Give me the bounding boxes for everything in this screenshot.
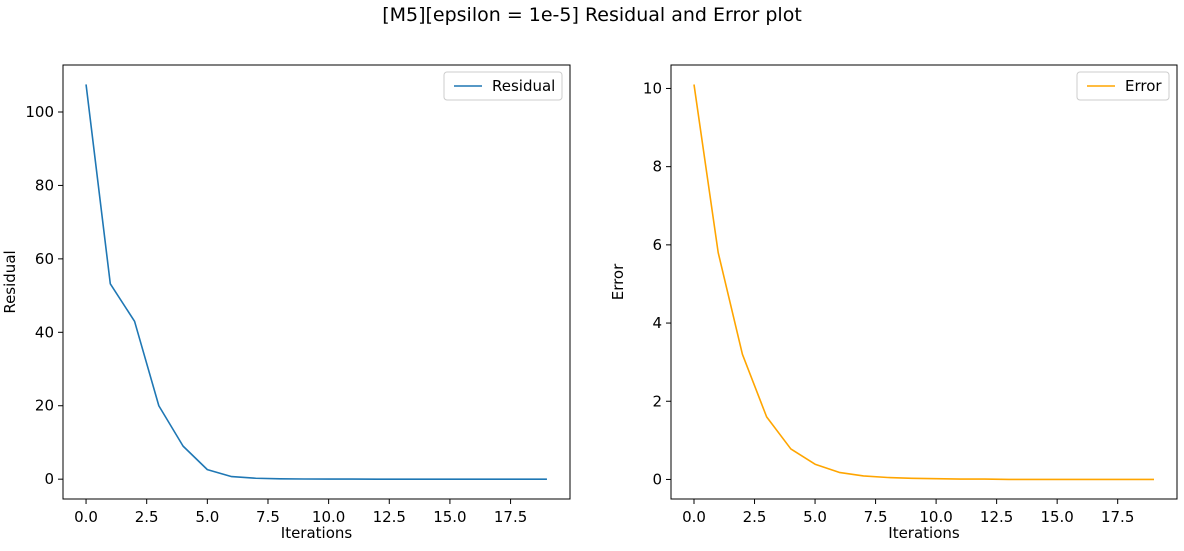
chart2-x-tick-label: 12.5 [980,508,1013,526]
chart1-y-tick-label: 60 [35,250,54,268]
chart1-x-tick-label: 17.5 [494,508,527,526]
chart2-y-tick-label: 6 [652,236,662,254]
figure-title: [M5][epsilon = 1e-5] Residual and Error … [382,4,802,26]
chart2-axes-frame [670,64,1178,500]
chart2-x-tick-label: 2.5 [743,508,767,526]
chart2-x-tick-label: 5.0 [803,508,827,526]
chart2-y-tick-label: 10 [643,79,662,97]
chart2-y-axis-label: Error [609,263,627,300]
chart1-x-tick-label: 5.0 [195,508,219,526]
chart1-x-tick-label: 2.5 [135,508,159,526]
chart2-x-axis-label: Iterations [888,524,960,542]
chart1-x-tick-label: 10.0 [312,508,345,526]
chart1-y-tick-label: 80 [35,176,54,194]
chart2-series-line [693,84,1154,481]
chart1-x-tick-label: 7.5 [256,508,280,526]
chart1-series-line [85,84,547,480]
chart2-x-tick-label: 7.5 [864,508,888,526]
chart2-y-tick-label: 8 [652,158,662,176]
chart1-y-axis-label: Residual [1,250,19,313]
chart1-y-tick-label: 20 [35,397,54,415]
chart1-x-tick-label: 12.5 [373,508,406,526]
chart2-y-tick-label: 4 [652,314,662,332]
chart1-x-tick-label: 0.0 [74,508,98,526]
chart1-legend-label: Residual [492,77,555,95]
chart1-y-tick-label: 0 [44,470,54,488]
chart2-legend-box [1076,71,1170,101]
chart1-axes-frame [62,64,571,500]
chart2-x-tick-label: 10.0 [919,508,952,526]
chart1-x-axis-label: Iterations [281,524,353,542]
chart2-x-tick-label: 0.0 [682,508,706,526]
chart2-x-tick-label: 17.5 [1101,508,1134,526]
chart2-y-tick-label: 2 [652,392,662,410]
chart1-x-tick-label: 15.0 [433,508,466,526]
chart1-y-tick-label: 40 [35,323,54,341]
chart2-y-tick-label: 0 [652,470,662,488]
chart2-x-tick-label: 15.0 [1040,508,1073,526]
chart2-legend-label: Error [1125,77,1162,95]
chart1-legend-box [443,71,563,101]
chart1-y-tick-label: 100 [25,103,54,121]
